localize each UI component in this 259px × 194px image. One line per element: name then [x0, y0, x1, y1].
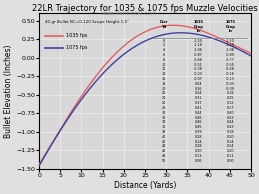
Title: 22LR Trajectory for 1035 & 1075 fps Muzzle Velocities: 22LR Trajectory for 1035 & 1075 fps Muzz…: [32, 4, 258, 13]
Text: www.VarmintAl.com: www.VarmintAl.com: [102, 10, 157, 16]
X-axis label: Distance (Yards): Distance (Yards): [114, 181, 176, 190]
Y-axis label: Bullet Elevation (Inches): Bullet Elevation (Inches): [4, 44, 13, 138]
